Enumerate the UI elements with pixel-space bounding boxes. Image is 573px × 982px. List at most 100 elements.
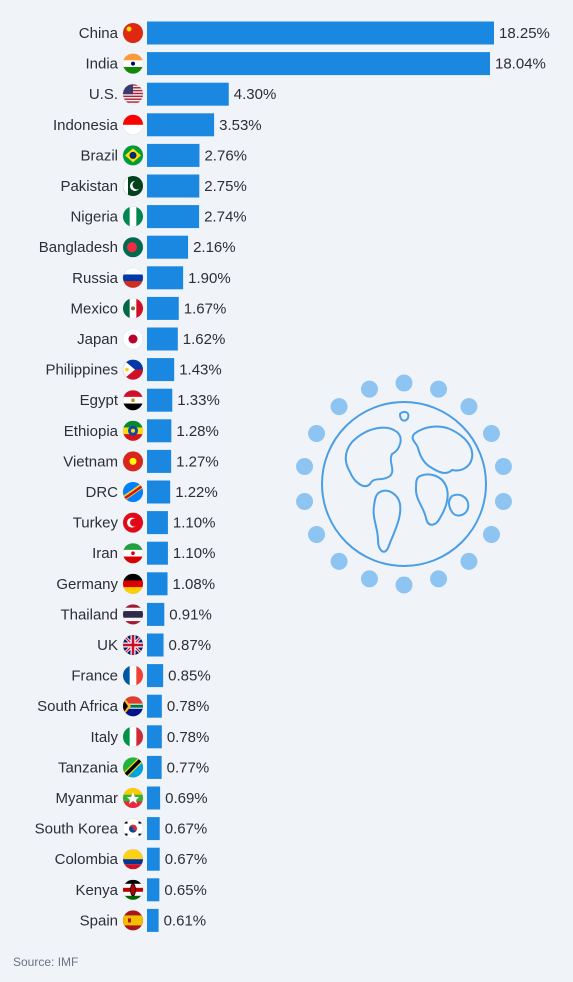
value-label-china: 18.25% (499, 25, 550, 42)
value-label-russia: 1.90% (188, 270, 231, 287)
bar-drc (147, 480, 171, 504)
category-label-brazil: Brazil (80, 147, 118, 164)
thailand-flag-icon (122, 604, 144, 625)
value-label-uk: 0.87% (169, 637, 212, 654)
bar-bangladesh (147, 235, 189, 259)
bar-colombia (147, 847, 160, 871)
bar-spain (147, 908, 159, 932)
globe-dot (330, 552, 348, 570)
bar-tanzania (147, 755, 162, 779)
globe-dot (308, 425, 326, 442)
bar-vietnam (147, 449, 172, 473)
ethiopia-flag-icon (122, 420, 144, 442)
bar-germany (147, 572, 168, 596)
value-label-south-africa: 0.78% (167, 698, 210, 715)
value-label-india: 18.04% (495, 56, 546, 73)
globe-dot (482, 526, 500, 543)
germany-flag-icon (122, 573, 144, 595)
category-label-colombia: Colombia (55, 851, 119, 868)
value-label-italy: 0.78% (167, 729, 210, 746)
value-label-turkey: 1.10% (173, 515, 216, 532)
globe-dot (494, 493, 512, 511)
bar-u-s (147, 82, 229, 106)
bar-turkey (147, 511, 168, 535)
category-label-japan: Japan (77, 331, 118, 348)
south-africa-flag-icon (122, 695, 144, 717)
bar-india (147, 52, 491, 76)
category-label-myanmar: Myanmar (55, 790, 118, 807)
value-label-indonesia: 3.53% (219, 117, 262, 134)
category-label-spain: Spain (80, 912, 118, 929)
category-label-tanzania: Tanzania (58, 759, 119, 776)
globe-dot (430, 570, 448, 588)
tanzania-flag-icon (122, 757, 144, 778)
value-label-bangladesh: 2.16% (193, 239, 236, 256)
value-label-ethiopia: 1.28% (176, 423, 219, 440)
category-label-thailand: Thailand (60, 606, 118, 623)
globe-dot (494, 457, 512, 475)
vietnam-flag-icon (122, 451, 144, 472)
bar-philippines (147, 358, 175, 382)
uk-flag-icon (122, 634, 144, 656)
france-flag-icon (122, 665, 144, 686)
nigeria-flag-icon (122, 206, 144, 227)
value-label-colombia: 0.67% (165, 851, 208, 868)
value-label-japan: 1.62% (183, 331, 226, 348)
category-label-south-africa: South Africa (37, 698, 119, 715)
value-label-egypt: 1.33% (177, 392, 220, 409)
category-label-italy: Italy (90, 729, 118, 746)
category-label-philippines: Philippines (45, 362, 118, 379)
category-label-south-korea: South Korea (35, 821, 119, 838)
bar-pakistan (147, 174, 200, 198)
bar-italy (147, 725, 162, 749)
value-label-kenya: 0.65% (164, 882, 207, 899)
kenya-flag-icon (122, 879, 144, 901)
value-label-vietnam: 1.27% (176, 453, 219, 470)
value-label-thailand: 0.91% (169, 606, 212, 623)
globe-dot (360, 570, 378, 588)
globe-dot (330, 398, 348, 416)
globe-dot (430, 380, 448, 398)
pakistan-flag-icon (122, 175, 144, 197)
value-label-philippines: 1.43% (179, 362, 222, 379)
us-flag-icon (122, 83, 144, 105)
bar-kenya (147, 878, 160, 902)
category-label-nigeria: Nigeria (70, 209, 118, 226)
spain-flag-icon (122, 910, 144, 931)
globe-dot (460, 552, 478, 570)
value-label-nigeria: 2.74% (204, 209, 247, 226)
value-label-drc: 1.22% (175, 484, 218, 501)
category-label-pakistan: Pakistan (60, 178, 118, 195)
iran-flag-icon (122, 542, 144, 564)
category-label-mexico: Mexico (70, 300, 118, 317)
globe-dot (296, 457, 314, 475)
bar-france (147, 664, 164, 688)
mexico-flag-icon (122, 298, 144, 319)
bar-brazil (147, 143, 200, 167)
globe-dot (395, 374, 413, 392)
category-label-kenya: Kenya (75, 882, 118, 899)
indonesia-flag-icon (122, 114, 144, 136)
bar-myanmar (147, 786, 161, 810)
value-label-france: 0.85% (168, 668, 211, 685)
category-label-russia: Russia (72, 270, 119, 287)
brazil-flag-icon (122, 145, 144, 166)
china-flag-icon (122, 22, 144, 44)
bar-japan (147, 327, 178, 351)
category-label-drc: DRC (86, 484, 119, 501)
drc-flag-icon (122, 481, 144, 503)
value-label-south-korea: 0.67% (165, 821, 208, 838)
category-label-france: France (71, 668, 118, 685)
philippines-flag-icon (122, 359, 144, 380)
category-label-bangladesh: Bangladesh (39, 239, 118, 256)
category-label-ethiopia: Ethiopia (64, 423, 119, 440)
bar-mexico (147, 296, 179, 320)
category-label-indonesia: Indonesia (53, 117, 119, 134)
category-label-uk: UK (97, 637, 118, 654)
value-label-brazil: 2.76% (204, 147, 247, 164)
category-label-germany: Germany (56, 576, 118, 593)
bar-indonesia (147, 113, 215, 137)
bar-ethiopia (147, 419, 172, 443)
colombia-flag-icon (122, 848, 144, 870)
